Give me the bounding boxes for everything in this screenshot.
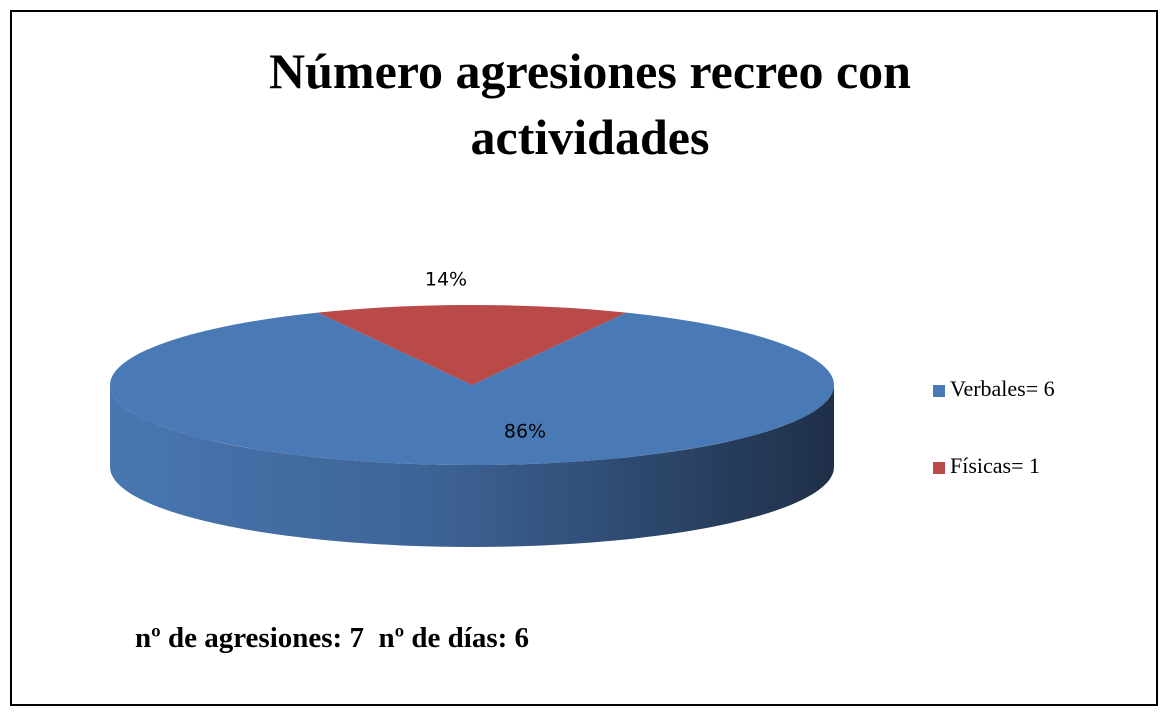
frame [10, 10, 1158, 706]
chart-title: Número agresiones recreo con actividades [269, 43, 911, 165]
pie-top [317, 305, 627, 385]
legend-label: Físicas= 1 [950, 453, 1040, 478]
pie-top [109, 312, 834, 465]
legend-label: Verbales= 6 [950, 376, 1055, 401]
legend-swatch [933, 462, 945, 474]
pie-side [110, 385, 834, 547]
legend-swatch [933, 385, 945, 397]
pie-slice [109, 312, 834, 547]
data-label: 14% [425, 269, 467, 291]
data-label: 86% [504, 421, 546, 443]
annotation: nº de agresiones: 7 nº de días: 6 [135, 622, 530, 654]
pie-slice [317, 305, 627, 385]
